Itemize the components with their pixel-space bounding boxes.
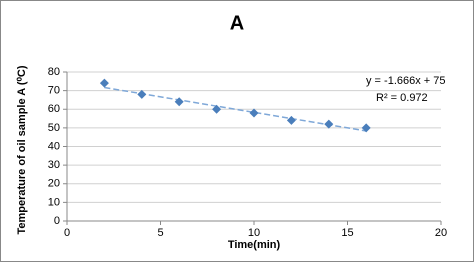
data-point [324, 119, 334, 129]
y-tick-label: 70 [48, 85, 60, 97]
y-tick-label: 50 [48, 122, 60, 134]
x-tick-label: 10 [248, 227, 260, 239]
x-tick-label: 5 [157, 227, 163, 239]
y-tick-label: 30 [48, 159, 60, 171]
data-point [99, 78, 109, 88]
trendline [104, 86, 367, 132]
chart-title: A [230, 12, 244, 34]
data-point [361, 123, 371, 133]
data-point [249, 108, 259, 118]
data-point [286, 115, 296, 125]
y-tick-label: 10 [48, 196, 60, 208]
trend-r2: R² = 0.972 [376, 92, 428, 104]
x-tick-label: 0 [64, 227, 70, 239]
y-tick-label: 20 [48, 178, 60, 190]
x-axis-label: Time(min) [228, 239, 281, 251]
y-tick-label: 0 [54, 215, 60, 227]
data-point [174, 97, 184, 107]
trend-equation: y = -1.666x + 75 [366, 75, 446, 87]
y-tick-label: 80 [48, 66, 60, 78]
x-tick-label: 20 [435, 227, 447, 239]
y-axis-label: Temperature of oil sample A (⁰C) [16, 65, 28, 234]
data-point [137, 89, 147, 99]
data-point [212, 104, 222, 114]
y-tick-label: 40 [48, 140, 60, 152]
y-tick-label: 60 [48, 103, 60, 115]
x-tick-label: 15 [341, 227, 353, 239]
